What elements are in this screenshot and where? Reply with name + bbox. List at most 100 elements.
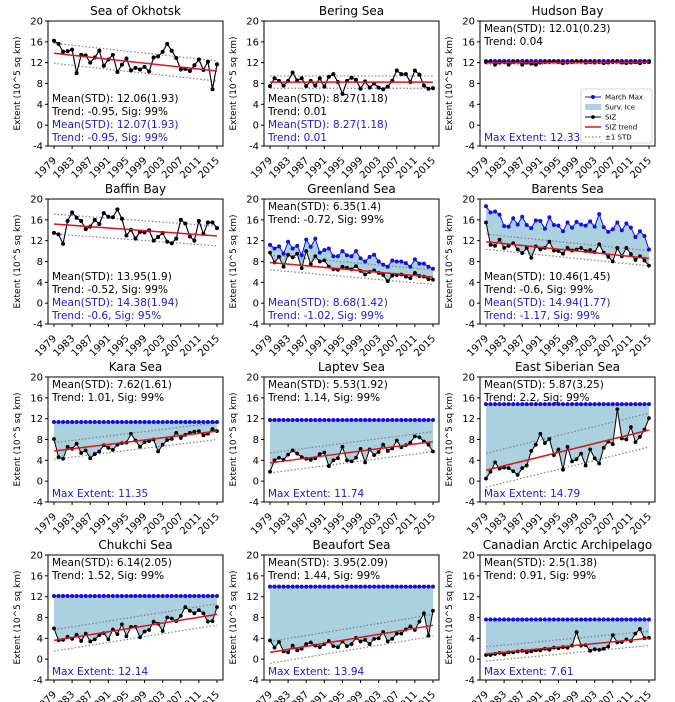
siz-point [431,449,435,454]
march-max-point [133,420,138,425]
y-tick-label: 20 [462,551,475,562]
siz-point [633,631,638,636]
siz-point [565,444,570,449]
march-max-point [322,584,327,589]
march-max-point [597,212,602,217]
siz-point [340,444,345,449]
y-tick-label: 16 [30,571,43,582]
legend-siz-marker [591,115,595,119]
siz-point [178,217,183,222]
siz-point [597,647,602,652]
march-max-point [295,418,300,423]
march-max-point [281,584,286,589]
siz-point [120,62,124,67]
march-max-point [574,617,579,622]
stats-blue-mean: Mean(STD): 14.94(1.77) [484,297,610,309]
siz-point [124,634,129,639]
siz-trend-line [269,624,434,654]
siz-point [268,84,272,89]
y-tick-label: 0 [469,477,475,488]
siz-point [160,442,165,447]
siz-point [638,627,642,631]
siz-point [215,62,219,67]
march-max-point [524,617,529,622]
siz-point [187,234,192,239]
siz-point [336,456,340,461]
siz-point [552,248,556,253]
march-max-point [277,418,282,423]
siz-point [354,77,358,82]
siz-point [313,254,318,259]
panel-chukchi-sea: Chukchi Sea-4048121620197919831987199119… [13,538,224,702]
siz-point [524,246,529,250]
y-tick-label: 4 [469,100,475,111]
siz-trend-line [53,223,218,237]
march-max-point [574,402,579,407]
siz-point [52,626,56,631]
march-max-point [295,243,300,248]
siz-trend-line [269,261,434,278]
march-max-point [421,584,426,589]
siz-point [79,639,84,643]
march-max-point [647,617,651,622]
y-tick-label: 0 [469,655,475,666]
siz-point [106,445,111,450]
siz-point [394,438,399,443]
march-max-point [313,236,318,241]
march-max-point [268,584,272,589]
siz-point [340,264,345,269]
siz-point [110,52,115,57]
siz-point [367,642,372,646]
siz-point [561,251,565,256]
y-tick-label: 0 [37,655,43,666]
y-tick-label: -4 [33,320,43,331]
y-tick-label: -4 [465,142,475,153]
siz-point [399,72,404,77]
siz-point [165,239,170,244]
march-max-point [210,420,215,425]
march-max-point [358,584,363,589]
march-max-point [110,593,115,598]
siz-point [56,455,61,460]
siz-point [506,62,511,67]
march-max-point [272,246,277,251]
siz-trend-line [485,429,650,471]
std-lower-line [485,644,650,662]
siz-point [210,427,215,431]
max-extent-label: Max Extent: 14.79 [484,488,580,500]
march-max-point [376,418,381,423]
march-max-point [583,617,588,622]
siz-point [592,647,597,652]
surv-ice-area [270,586,433,653]
siz-point [56,42,61,46]
march-max-point [304,418,309,423]
march-max-point [115,420,120,425]
siz-point [165,42,170,46]
march-max-point [497,617,502,622]
march-max-point [502,617,507,622]
march-max-point [488,617,493,622]
march-max-point [556,223,561,228]
y-tick-label: 4 [469,278,475,289]
march-max-point [493,402,498,407]
siz-point [129,68,133,73]
legend-march-max-marker [591,95,595,99]
siz-point [511,469,516,474]
march-max-point [515,617,520,622]
siz-point [354,455,358,460]
march-max-point [538,218,543,223]
siz-point [336,645,340,650]
siz-point [426,86,431,91]
y-axis-label: Extent (10^5 sq km) [229,392,239,486]
siz-point [299,266,304,271]
march-max-point [354,584,359,589]
siz-point [210,619,215,624]
march-max-point [308,418,313,423]
siz-point [431,608,435,613]
march-max-point [592,224,597,229]
siz-point [538,247,543,252]
x-tick-label: 1979 [33,689,59,702]
march-max-point [506,402,511,407]
siz-point [484,220,488,225]
siz-point [647,416,651,421]
